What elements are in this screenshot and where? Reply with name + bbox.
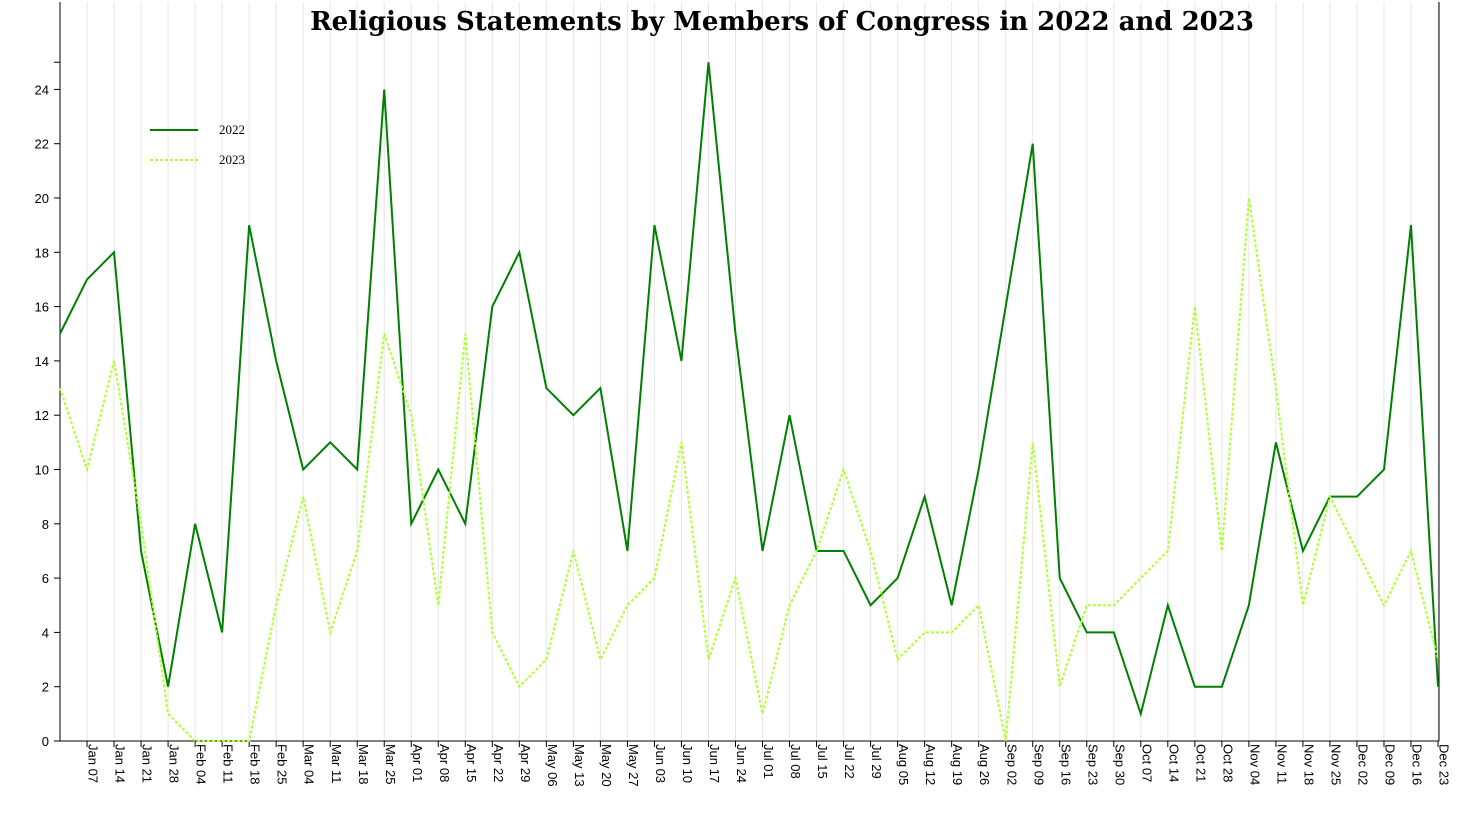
legend-label: 2023 — [219, 152, 245, 167]
vertical-gridlines — [86, 2, 1439, 741]
x-tick-label: Sep 30 — [1112, 744, 1127, 785]
x-tick-label: May 06 — [545, 744, 560, 787]
x-tick-label: Jan 14 — [113, 744, 128, 783]
y-tick-label: 14 — [35, 354, 49, 369]
x-tick-label: Jun 24 — [734, 744, 749, 783]
x-tick-label: Apr 08 — [437, 744, 452, 782]
x-axis-ticks: Jan 07 Jan 14 Jan 21 Jan 28 Feb 04 Feb 11 Feb … — [86, 741, 1452, 787]
y-tick-label: 0 — [42, 734, 49, 749]
x-tick-label: Dec 16 — [1410, 744, 1425, 785]
y-tick-label: 16 — [35, 300, 49, 315]
series-lines — [59, 62, 1440, 742]
x-tick-label: Jun 10 — [680, 744, 695, 783]
x-tick-label: Dec 23 — [1437, 744, 1452, 785]
x-tick-label: Jul 01 — [761, 744, 776, 779]
x-tick-label: Aug 19 — [950, 744, 965, 785]
series-line-2022 — [59, 62, 1440, 718]
y-tick-label: 12 — [35, 408, 49, 423]
x-tick-label: Mar 04 — [302, 744, 317, 784]
y-tick-label: 6 — [42, 571, 49, 586]
x-tick-label: Sep 23 — [1085, 744, 1100, 785]
x-tick-label: Jan 21 — [140, 744, 155, 783]
y-tick-label: 22 — [35, 137, 49, 152]
x-tick-label: Jul 08 — [788, 744, 803, 779]
x-tick-label: Sep 09 — [1031, 744, 1046, 785]
x-tick-label: May 13 — [572, 744, 587, 787]
y-tick-label: 4 — [42, 625, 49, 640]
x-tick-label: Apr 01 — [410, 744, 425, 782]
x-tick-label: Feb 18 — [248, 744, 263, 784]
y-tick-label: 24 — [35, 82, 49, 97]
x-tick-label: Sep 02 — [1004, 744, 1019, 785]
axes — [59, 2, 1440, 742]
x-tick-label: Jun 03 — [653, 744, 668, 783]
x-tick-label: Mar 25 — [383, 744, 398, 784]
x-tick-label: May 20 — [599, 744, 614, 787]
chart-title: Religious Statements by Members of Congr… — [310, 7, 1254, 37]
y-tick-label: 18 — [35, 245, 49, 260]
x-tick-label: Mar 11 — [329, 744, 344, 784]
x-tick-label: Jul 22 — [842, 744, 857, 779]
y-tick-label: 20 — [35, 191, 49, 206]
x-tick-label: Aug 12 — [923, 744, 938, 785]
x-tick-label: Nov 25 — [1329, 744, 1344, 785]
x-tick-label: Nov 11 — [1274, 744, 1289, 784]
y-tick-label: 2 — [42, 680, 49, 695]
x-tick-label: Jul 15 — [815, 744, 830, 779]
x-tick-label: Oct 07 — [1139, 744, 1154, 782]
x-tick-label: Apr 22 — [491, 744, 506, 782]
x-tick-label: Oct 14 — [1166, 744, 1181, 782]
x-tick-label: Jun 17 — [707, 744, 722, 783]
y-tick-label: 10 — [35, 463, 49, 478]
x-tick-label: Feb 04 — [194, 744, 209, 784]
x-tick-label: Sep 16 — [1058, 744, 1073, 785]
x-tick-label: Dec 02 — [1356, 744, 1371, 785]
x-tick-label: Jan 07 — [86, 744, 101, 783]
x-tick-label: Aug 05 — [896, 744, 911, 785]
x-tick-label: Feb 11 — [221, 744, 236, 784]
legend-label: 2022 — [219, 122, 245, 137]
x-tick-label: Aug 26 — [977, 744, 992, 785]
x-tick-label: Nov 18 — [1301, 744, 1316, 785]
series-line-2023 — [59, 197, 1439, 742]
legend: 2022 2023 — [150, 122, 245, 167]
x-tick-label: Apr 29 — [518, 744, 533, 782]
x-tick-label: Mar 18 — [356, 744, 371, 784]
x-tick-label: Feb 25 — [275, 744, 290, 784]
y-tick-label: 8 — [42, 517, 49, 532]
x-tick-label: May 27 — [626, 744, 641, 787]
x-tick-label: Apr 15 — [464, 744, 479, 782]
x-tick-label: Dec 09 — [1383, 744, 1398, 785]
x-tick-label: Nov 04 — [1247, 744, 1262, 785]
x-tick-label: Oct 28 — [1220, 744, 1235, 782]
x-tick-label: Oct 21 — [1193, 744, 1208, 782]
x-tick-label: Jul 29 — [869, 744, 884, 779]
x-tick-label: Jan 28 — [167, 744, 182, 783]
